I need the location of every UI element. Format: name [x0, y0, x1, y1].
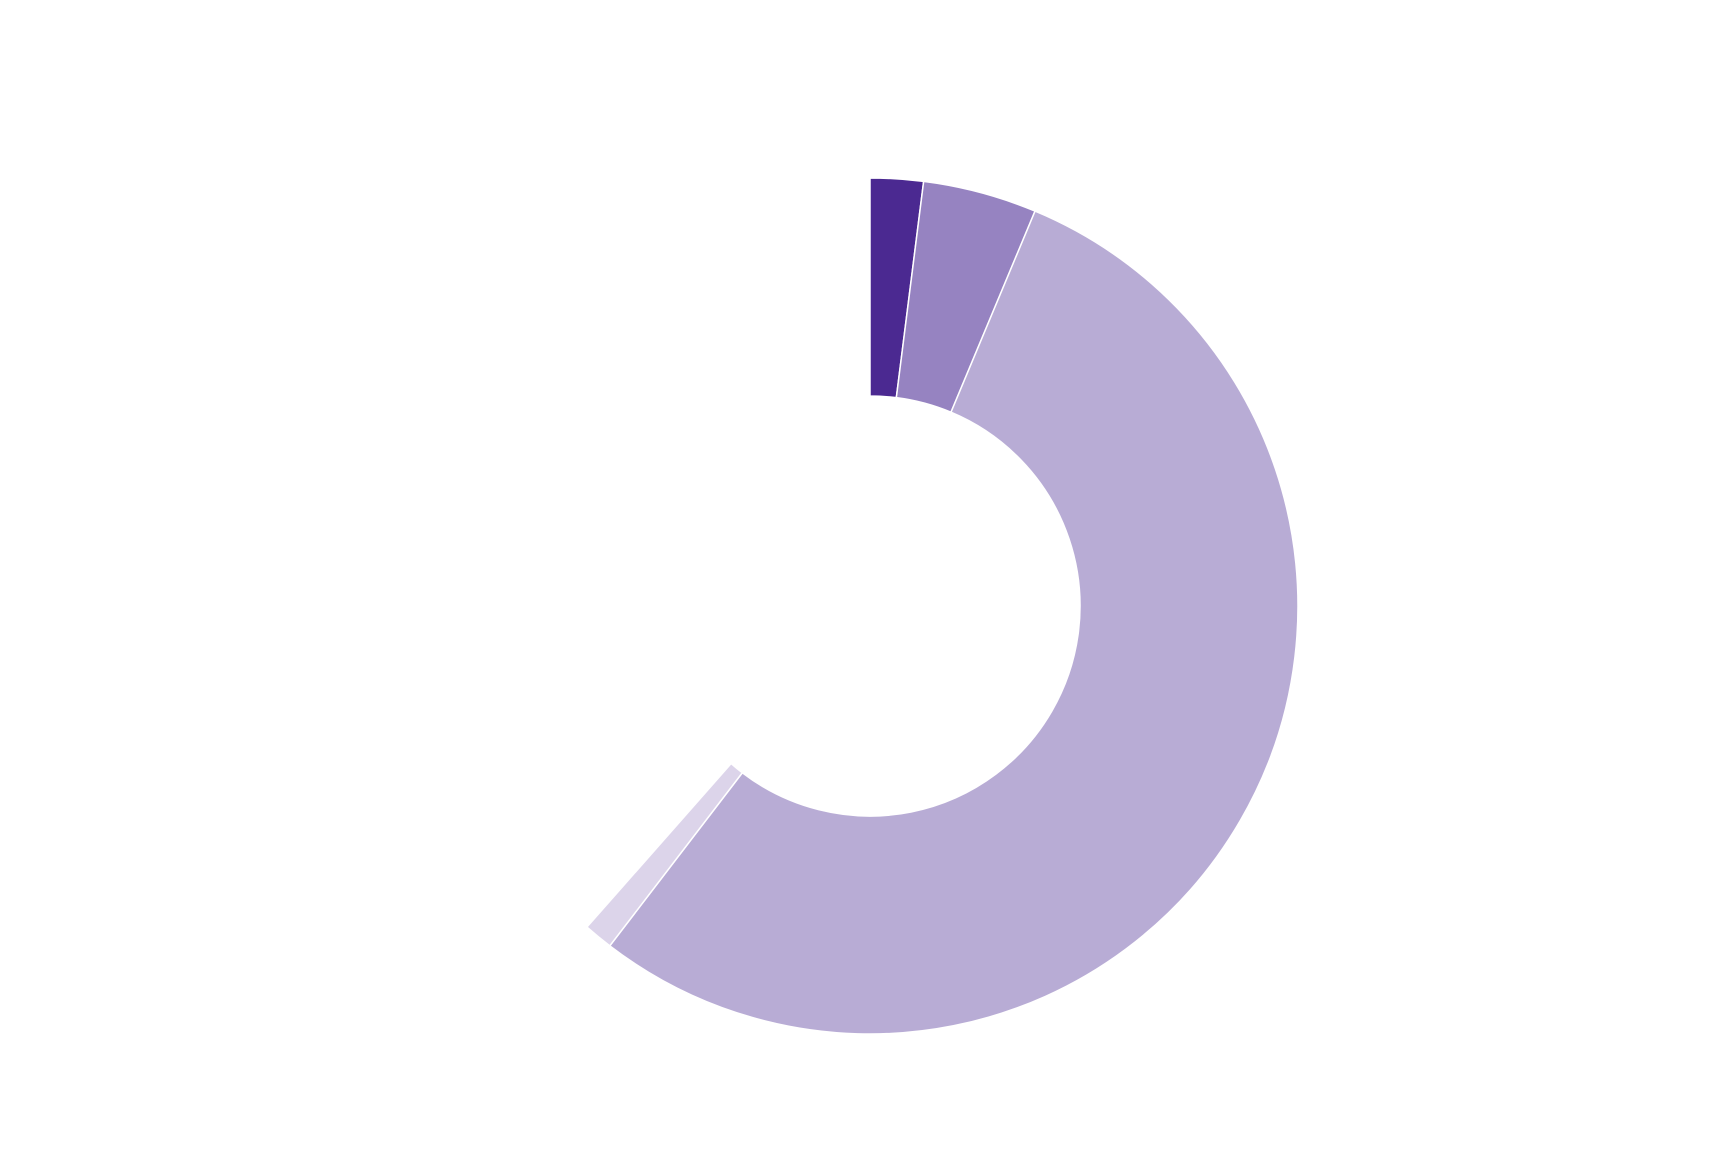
- donut-slice-3[interactable]: [608, 210, 1299, 1035]
- donut-slice-4[interactable]: [585, 762, 744, 947]
- donut-slices: [585, 177, 1299, 1035]
